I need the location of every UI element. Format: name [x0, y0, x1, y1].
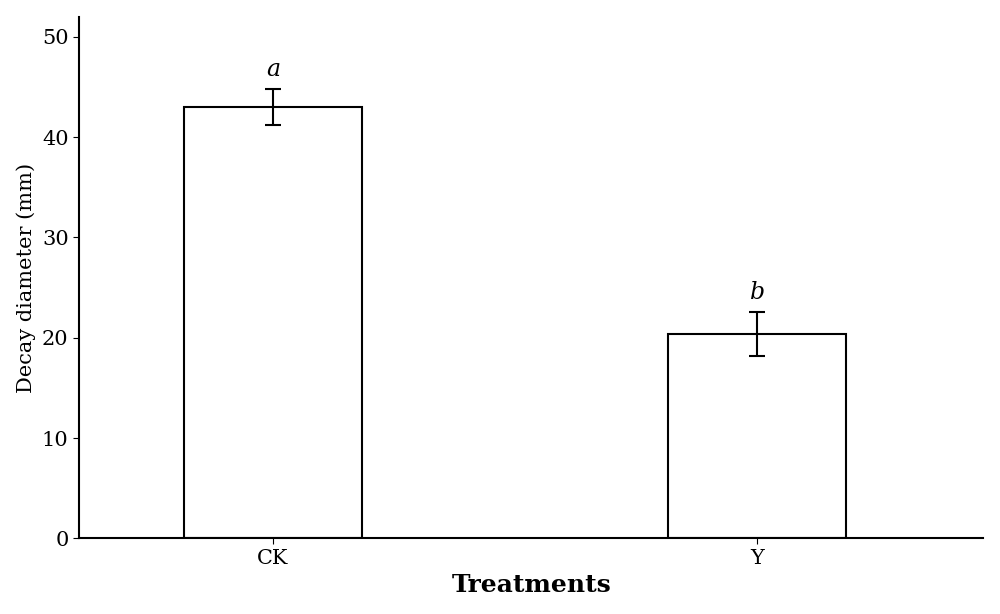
- Bar: [184, 107, 362, 538]
- Bar: [668, 333, 846, 538]
- Text: a: a: [266, 58, 280, 81]
- Y-axis label: Decay diameter (mm): Decay diameter (mm): [17, 163, 36, 392]
- X-axis label: Treatments: Treatments: [451, 573, 611, 597]
- Text: b: b: [750, 281, 765, 303]
